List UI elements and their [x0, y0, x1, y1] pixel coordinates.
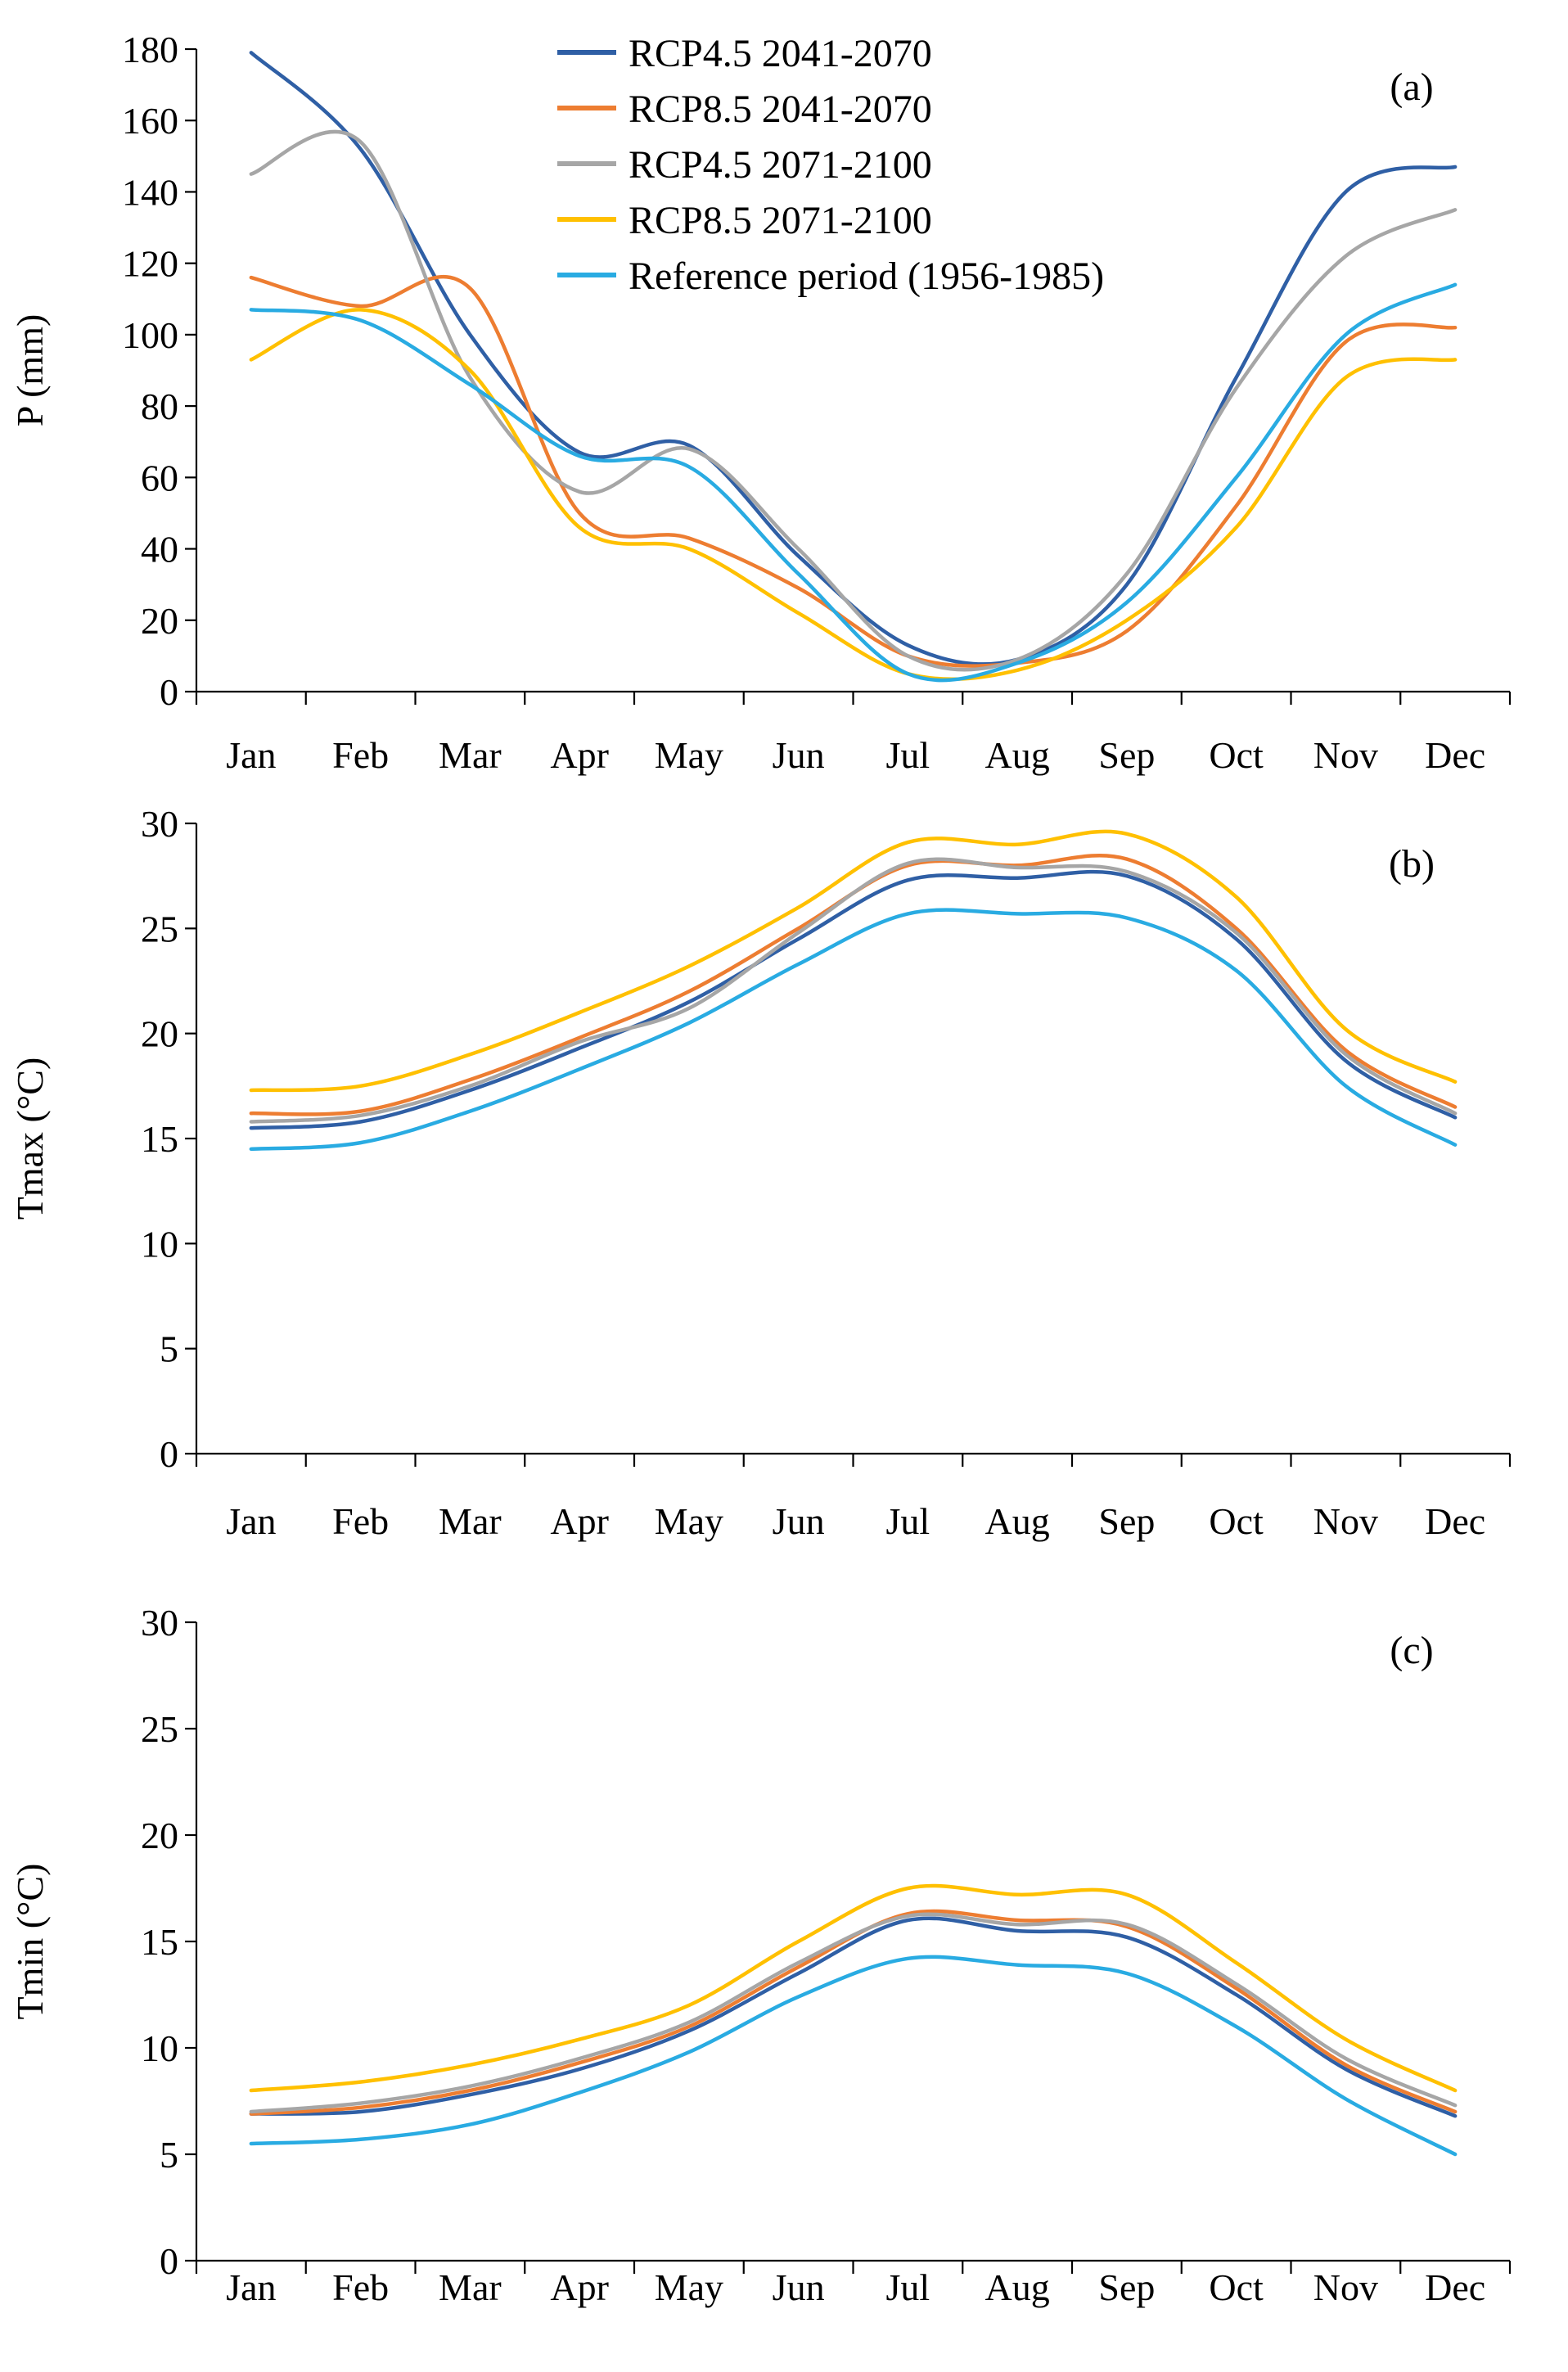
x-tick-label: Jul [886, 2266, 930, 2308]
y-tick-label: 30 [141, 803, 178, 845]
y-tick-label: 0 [160, 2240, 178, 2282]
y-tick-label: 15 [141, 1118, 178, 1160]
y-tick-label: 5 [160, 1328, 178, 1370]
series-line-rcp4-5-2041-2070 [249, 869, 1458, 1130]
x-tick-label: Nov [1313, 734, 1378, 776]
x-tick-label: Feb [332, 734, 389, 776]
legend-label: RCP8.5 2071-2100 [629, 199, 932, 242]
x-tick-label: Mar [439, 1500, 502, 1542]
y-tick-label: 20 [141, 1815, 178, 1856]
y-tick-label: 30 [141, 1602, 178, 1644]
x-tick-label: May [655, 2266, 723, 2308]
precipitation-chart-svg: 0 20 40 60 80 100 120 140 160 180 Jan Feb Mar Apr May J… [9, 29, 1512, 776]
y-tick-label: 20 [141, 600, 178, 642]
y-axis-title: Tmax (°C) [9, 1057, 51, 1220]
x-tick-label: Jul [886, 734, 930, 776]
y-tick-label: 60 [141, 457, 178, 498]
series-line-rcp8-5-2071-2100 [249, 1883, 1458, 2093]
legend-label: RCP8.5 2041-2070 [629, 88, 932, 131]
panel-label: (a) [1390, 65, 1433, 109]
x-tick-label: Jun [773, 2266, 825, 2308]
x-tick-label: Nov [1313, 2266, 1378, 2308]
panel-tmax: 0 5 10 15 20 25 30 Jan Feb Mar Apr May Jun Jul Aug Sep O… [0, 791, 1568, 1581]
y-tick-label: 10 [141, 1223, 178, 1265]
series-line-rcp8-5-2071-2100 [249, 829, 1458, 1093]
series-line-reference-period-1956-1985- [249, 282, 1458, 683]
x-tick-label: Mar [439, 2266, 502, 2308]
x-tick-label: Apr [550, 734, 609, 776]
x-tick-label: Oct [1209, 2266, 1264, 2308]
x-tick-label: Feb [332, 1500, 389, 1542]
series-line-rcp8-5-2071-2100 [249, 308, 1458, 682]
x-tick-label: Apr [550, 2266, 609, 2308]
x-tick-label: Jul [886, 1500, 930, 1542]
x-tick-label: Aug [985, 2266, 1050, 2308]
x-tick-label: May [655, 1500, 723, 1542]
y-tick-label: 0 [160, 671, 178, 713]
y-axis-title: P (mm) [9, 314, 51, 427]
y-tick-label: 0 [160, 1433, 178, 1475]
x-tick-label: Jan [226, 734, 276, 776]
series-line-rcp4-5-2071-2100 [249, 129, 1458, 672]
x-tick-label: Sep [1098, 734, 1155, 776]
panel-tmin: 0 5 10 15 20 25 30 Jan Feb Mar Apr May Jun Jul Aug Sep O… [0, 1581, 1568, 2372]
x-tick-label: Aug [985, 734, 1050, 776]
y-tick-label: 80 [141, 386, 178, 427]
series-line-rcp4-5-2071-2100 [249, 857, 1458, 1124]
y-tick-label: 120 [122, 243, 178, 285]
y-tick-label: 180 [122, 29, 178, 70]
legend-label: Reference period (1956-1985) [629, 255, 1104, 298]
y-tick-label: 140 [122, 171, 178, 213]
y-tick-label: 100 [122, 314, 178, 356]
x-tick-label: May [655, 734, 723, 776]
y-tick-label: 40 [141, 529, 178, 570]
x-tick-label: Oct [1209, 734, 1264, 776]
x-tick-label: Sep [1098, 2266, 1155, 2308]
y-tick-label: 15 [141, 1921, 178, 1963]
panel-label: (b) [1389, 842, 1435, 886]
panel-label: (c) [1390, 1629, 1433, 1672]
x-tick-label: Dec [1425, 734, 1485, 776]
x-tick-label: Jan [226, 2266, 276, 2308]
x-tick-label: Jan [226, 1500, 276, 1542]
legend-label: RCP4.5 2041-2070 [629, 32, 932, 75]
legend-label: RCP4.5 2071-2100 [629, 143, 932, 187]
tmin-chart-svg: 0 5 10 15 20 25 30 Jan Feb Mar Apr May Jun Jul Aug Sep O… [9, 1602, 1512, 2308]
x-tick-label: Jun [773, 734, 825, 776]
x-tick-label: Dec [1425, 1500, 1485, 1542]
x-tick-label: Oct [1209, 1500, 1264, 1542]
x-tick-label: Dec [1425, 2266, 1485, 2308]
x-tick-label: Apr [550, 1500, 609, 1542]
series-line-rcp4-5-2041-2070 [249, 1916, 1458, 2118]
y-tick-label: 5 [160, 2134, 178, 2176]
tmax-chart-svg: 0 5 10 15 20 25 30 Jan Feb Mar Apr May Jun Jul Aug Sep O… [9, 803, 1512, 1542]
panel-precipitation: 0 20 40 60 80 100 120 140 160 180 Jan Feb Mar Apr May J… [0, 0, 1568, 791]
x-tick-label: Sep [1098, 1500, 1155, 1542]
y-tick-label: 10 [141, 2027, 178, 2069]
y-tick-label: 25 [141, 908, 178, 949]
x-tick-label: Nov [1313, 1500, 1378, 1542]
y-tick-label: 160 [122, 100, 178, 142]
x-tick-label: Aug [985, 1500, 1050, 1542]
series-line-rcp8-5-2041-2070 [249, 275, 1458, 668]
series-line-rcp4-5-2071-2100 [249, 1912, 1458, 2114]
y-axis-title: Tmin (°C) [9, 1864, 51, 2020]
x-tick-label: Feb [332, 2266, 389, 2308]
y-tick-label: 20 [141, 1013, 178, 1055]
y-tick-label: 25 [141, 1708, 178, 1750]
x-tick-label: Jun [773, 1500, 825, 1542]
series-line-reference-period-1956-1985- [249, 1955, 1458, 2157]
series-line-reference-period-1956-1985- [249, 908, 1458, 1152]
x-tick-label: Mar [439, 734, 502, 776]
